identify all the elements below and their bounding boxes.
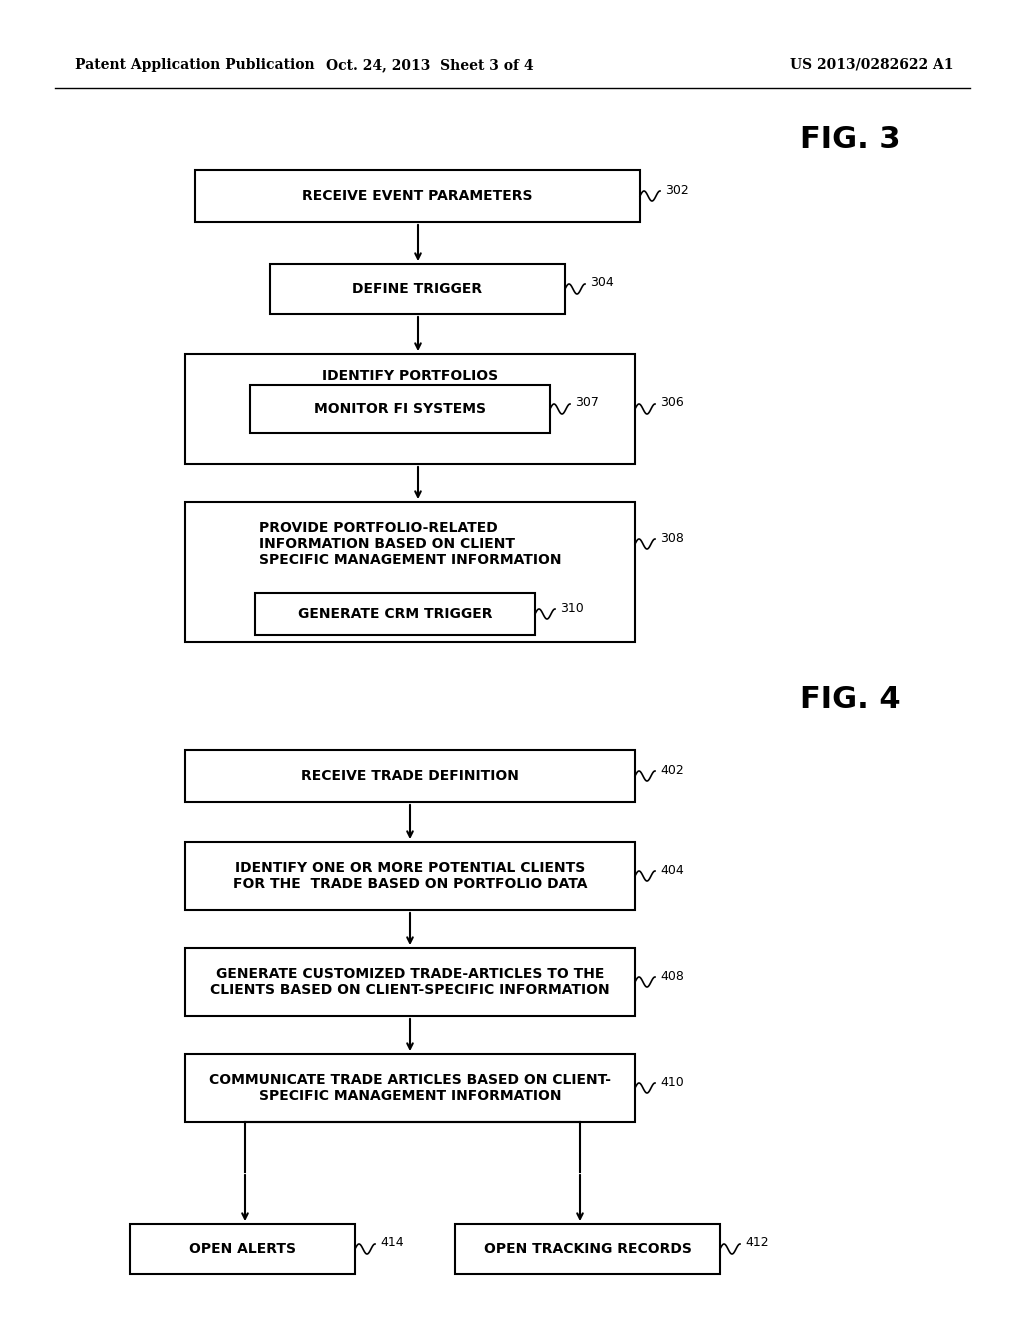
Text: Patent Application Publication: Patent Application Publication (75, 58, 314, 73)
Text: 412: 412 (745, 1237, 769, 1250)
Text: FIG. 4: FIG. 4 (800, 685, 901, 714)
Bar (185, 842, 635, 909)
Text: IDENTIFY PORTFOLIOS: IDENTIFY PORTFOLIOS (322, 370, 498, 383)
Text: 404: 404 (660, 863, 684, 876)
Text: US 2013/0282622 A1: US 2013/0282622 A1 (790, 58, 953, 73)
Text: RECEIVE TRADE DEFINITION: RECEIVE TRADE DEFINITION (301, 770, 519, 783)
Text: 410: 410 (660, 1076, 684, 1089)
Bar (195, 170, 640, 222)
Text: FIG. 3: FIG. 3 (800, 125, 900, 154)
Text: 310: 310 (560, 602, 584, 615)
Text: DEFINE TRIGGER: DEFINE TRIGGER (352, 282, 482, 296)
Bar (270, 264, 565, 314)
Text: OPEN TRACKING RECORDS: OPEN TRACKING RECORDS (483, 1242, 691, 1257)
Text: RECEIVE EVENT PARAMETERS: RECEIVE EVENT PARAMETERS (302, 189, 532, 203)
Text: 307: 307 (575, 396, 599, 409)
Bar (455, 1224, 720, 1274)
Text: 408: 408 (660, 969, 684, 982)
Text: Oct. 24, 2013  Sheet 3 of 4: Oct. 24, 2013 Sheet 3 of 4 (327, 58, 534, 73)
Bar (250, 385, 550, 433)
Text: PROVIDE PORTFOLIO-RELATED
INFORMATION BASED ON CLIENT
SPECIFIC MANAGEMENT INFORM: PROVIDE PORTFOLIO-RELATED INFORMATION BA… (259, 521, 561, 568)
Bar (130, 1224, 355, 1274)
Bar (185, 948, 635, 1016)
Bar (185, 354, 635, 465)
Bar (185, 750, 635, 803)
Bar (185, 502, 635, 642)
Text: GENERATE CUSTOMIZED TRADE-ARTICLES TO THE
CLIENTS BASED ON CLIENT-SPECIFIC INFOR: GENERATE CUSTOMIZED TRADE-ARTICLES TO TH… (210, 966, 610, 997)
Text: IDENTIFY ONE OR MORE POTENTIAL CLIENTS
FOR THE  TRADE BASED ON PORTFOLIO DATA: IDENTIFY ONE OR MORE POTENTIAL CLIENTS F… (232, 861, 587, 891)
Text: 402: 402 (660, 763, 684, 776)
Text: COMMUNICATE TRADE ARTICLES BASED ON CLIENT-
SPECIFIC MANAGEMENT INFORMATION: COMMUNICATE TRADE ARTICLES BASED ON CLIE… (209, 1073, 611, 1104)
Text: 302: 302 (665, 183, 689, 197)
Text: GENERATE CRM TRIGGER: GENERATE CRM TRIGGER (298, 607, 493, 620)
Bar (185, 1053, 635, 1122)
Text: OPEN ALERTS: OPEN ALERTS (189, 1242, 296, 1257)
Text: 306: 306 (660, 396, 684, 409)
Bar (255, 593, 535, 635)
Text: 414: 414 (380, 1237, 403, 1250)
Text: MONITOR FI SYSTEMS: MONITOR FI SYSTEMS (314, 403, 486, 416)
Text: 304: 304 (590, 276, 613, 289)
Text: 308: 308 (660, 532, 684, 544)
